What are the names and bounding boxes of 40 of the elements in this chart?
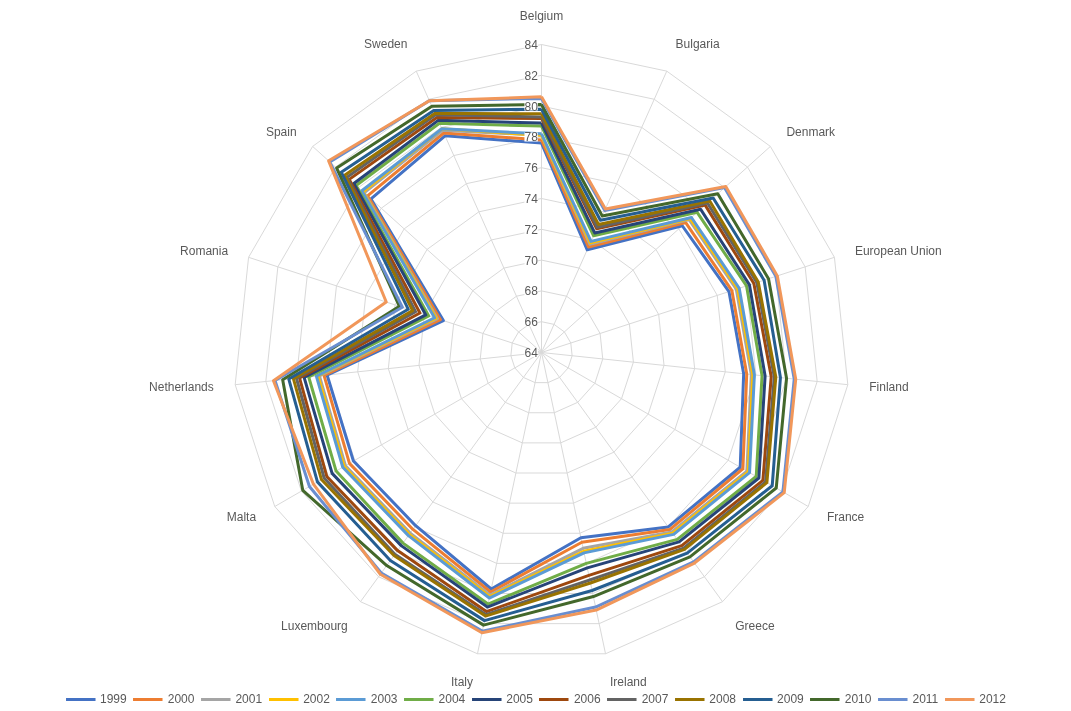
legend-label: 2002	[303, 692, 330, 706]
legend-label: 2010	[844, 692, 872, 706]
y-tick-label: 70	[524, 253, 539, 268]
y-tick-label: 74	[524, 192, 539, 206]
spoke-label: Denmark	[786, 124, 837, 139]
legend-label: 2008	[709, 692, 737, 706]
spoke-label: Romania	[180, 243, 229, 258]
legend-label: 2005	[506, 692, 533, 706]
spoke-label: Luxembourg	[281, 619, 348, 634]
spoke-label: Greece	[735, 619, 775, 634]
legend-label: 2012	[979, 692, 1006, 706]
spoke-label: European Union	[854, 243, 942, 258]
spoke-label: Malta	[226, 510, 257, 525]
spoke-label: Spain	[265, 124, 297, 139]
y-tick-label: 76	[524, 161, 539, 176]
legend-label: 2007	[641, 692, 669, 706]
spoke-label: France	[826, 510, 865, 525]
legend-label: 2009	[777, 692, 804, 706]
y-tick-label: 72	[524, 222, 539, 237]
legend-label: 2011	[912, 692, 939, 706]
spoke-label: Netherlands	[149, 379, 214, 394]
legend-label: 2000	[167, 692, 195, 706]
legend-label: 1999	[100, 692, 127, 706]
y-tick-label: 66	[524, 315, 539, 330]
y-tick-label: 64	[524, 346, 539, 360]
spoke-label: Sweden	[364, 37, 408, 52]
legend-label: 2003	[370, 692, 398, 706]
y-tick-label: 78	[524, 130, 539, 145]
spoke-label: Italy	[450, 674, 473, 689]
y-tick-label: 68	[524, 284, 539, 299]
legend-label: 2006	[573, 692, 601, 706]
legend-label: 2001	[235, 692, 263, 706]
spoke-label: Bulgaria	[675, 37, 720, 52]
spoke-label: Ireland	[610, 674, 647, 689]
spoke-label: Belgium	[519, 8, 564, 23]
legend-label: 2004	[438, 692, 466, 706]
y-tick-label: 84	[524, 38, 539, 52]
y-tick-label: 82	[524, 68, 539, 83]
spoke-label: Finland	[869, 379, 909, 394]
y-tick-label: 80	[524, 99, 539, 114]
